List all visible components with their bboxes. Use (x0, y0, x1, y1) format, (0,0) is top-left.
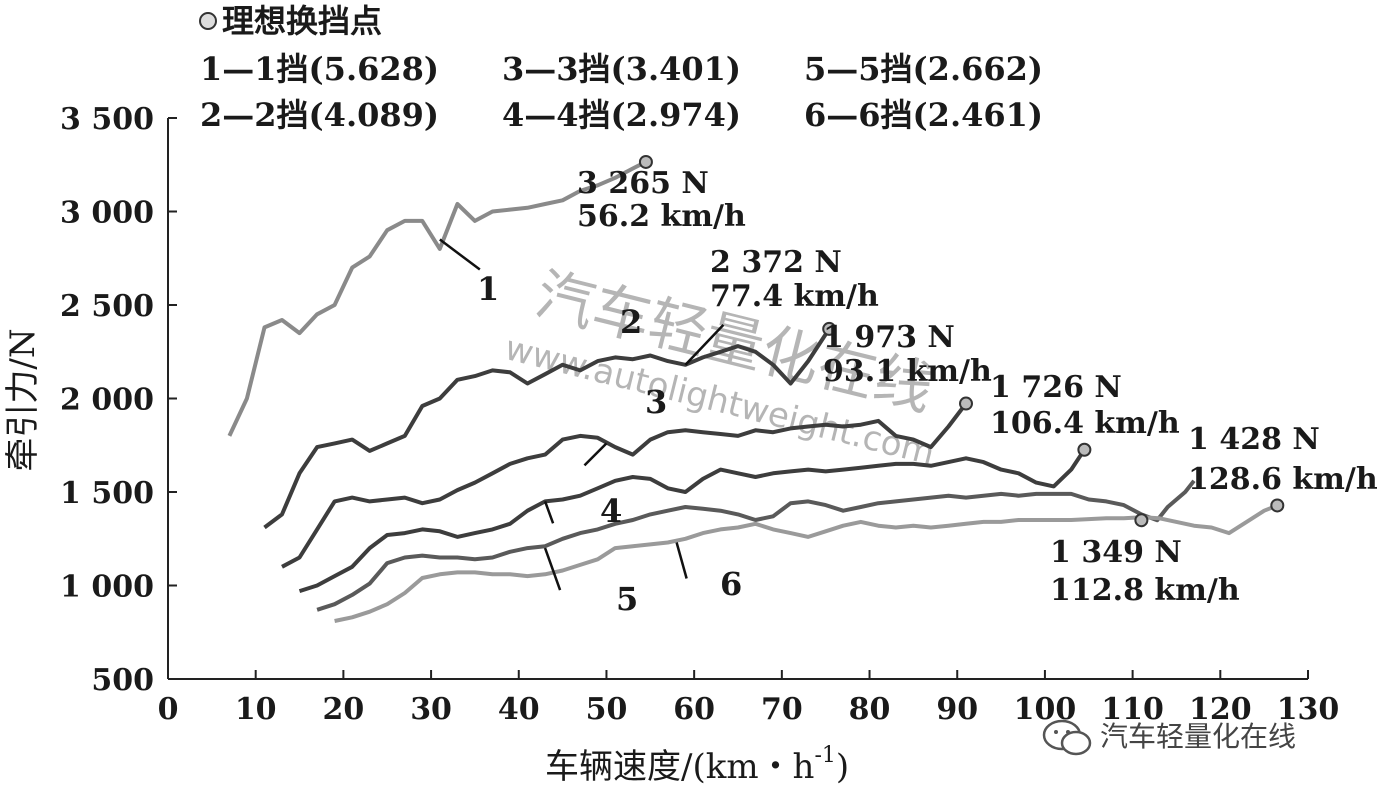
x-axis-title: 车辆速度/(km・h-1) (545, 743, 849, 787)
shift-point-speed: 106.4 km/h (990, 406, 1180, 441)
x-tick-label: 130 (1277, 692, 1340, 727)
shift-point-marker (959, 396, 973, 411)
curve-label-leader (684, 323, 725, 366)
legend-entry-6: 6—6挡(2.461) (804, 96, 1043, 134)
shift-point-marker (822, 321, 837, 336)
x-tick-label: 50 (586, 692, 628, 727)
shift-point-force: 1 726 N (990, 370, 1122, 405)
curve-label-leader (439, 238, 481, 271)
x-tick-label: 10 (235, 692, 277, 727)
shift-point-annotations: 3 265 N56.2 km/h 2 372 N77.4 km/h 1 973 N9… (577, 166, 1378, 608)
curve-label-leader (543, 500, 555, 524)
legend-entry-2: 2—2挡(4.089) (200, 96, 439, 134)
y-tick-label: 3 500 (60, 102, 154, 137)
x-tick-label: 30 (410, 692, 452, 727)
y-tick-label: 1 000 (60, 570, 154, 605)
curve-label-2: 2 (620, 303, 642, 341)
corner-watermark: 汽车轻量化在线 (1042, 719, 1296, 756)
legend-entry-5: 5—5挡(2.662) (804, 50, 1043, 88)
series-line-gear-2 (263, 327, 831, 530)
shift-point-force: 1 428 N (1188, 422, 1320, 457)
x-tick-label: 60 (673, 692, 715, 727)
x-tick-label: 40 (498, 692, 540, 727)
shift-point-force: 3 265 N (577, 166, 709, 201)
shift-point-speed: 56.2 km/h (577, 199, 746, 234)
shift-point-force: 2 372 N (710, 245, 842, 280)
y-tick-label: 500 (91, 663, 154, 698)
x-axis-title-close: ) (836, 747, 849, 787)
shift-point-speed: 93.1 km/h (823, 354, 992, 389)
curve-label-leaders: 1 2 3 4 5 6 (439, 238, 742, 618)
series-lines (227, 160, 1279, 623)
y-tick-label: 1 500 (60, 476, 154, 511)
shift-point-speed: 128.6 km/h (1188, 462, 1378, 497)
y-ticks: 500 1 000 1 500 2 000 2 500 3 000 3 500 (60, 102, 177, 698)
shift-point-marker (1270, 498, 1285, 513)
x-tick-label: 80 (849, 692, 891, 727)
legend-entry-4: 4—4挡(2.974) (502, 96, 741, 134)
series-line-gear-5 (316, 479, 1196, 612)
curve-label-1: 1 (477, 270, 499, 308)
series-line-gear-3 (281, 402, 968, 569)
x-tick-label: 90 (936, 692, 978, 727)
shift-point-marker (638, 154, 653, 169)
legend: 理想换挡点 1—1挡(5.628) 3—3挡(3.401) 5—5挡(2.662… (199, 2, 1043, 134)
curve-label-leader (675, 542, 688, 579)
legend-marker-label: 理想换挡点 (222, 2, 382, 40)
curve-label-4: 4 (600, 492, 622, 530)
x-axis-title-main: 车辆速度/(km・h (545, 747, 814, 787)
y-tick-label: 2 500 (60, 289, 154, 324)
series-line-gear-4 (298, 448, 1087, 594)
shift-point-speed: 77.4 km/h (710, 279, 879, 314)
wechat-icon (1042, 719, 1092, 756)
x-tick-label: 120 (1189, 692, 1252, 727)
shift-point-force: 1 973 N (823, 320, 955, 355)
shift-point-legend-marker (199, 12, 217, 30)
shift-point-speed: 112.8 km/h (1050, 573, 1240, 608)
x-tick-label: 110 (1101, 692, 1164, 727)
shift-point-marker (1134, 513, 1149, 528)
x-tick-label: 0 (158, 692, 179, 727)
x-tick-label: 20 (323, 692, 365, 727)
x-axis-title-sup: -1 (814, 743, 835, 768)
shift-point-marker (1077, 442, 1092, 457)
curve-label-leader (543, 547, 562, 591)
shift-point-markers (638, 154, 1285, 528)
legend-entry-1: 1—1挡(5.628) (200, 50, 439, 88)
x-ticks: 0 10 20 30 40 50 60 70 80 90 100 110 120 130 (158, 670, 1340, 727)
x-tick-label: 70 (761, 692, 803, 727)
legend-entry-3: 3—3挡(3.401) (502, 50, 741, 88)
series-line-gear-1 (227, 160, 647, 437)
y-tick-label: 2 000 (60, 383, 154, 418)
curve-label-3: 3 (645, 383, 667, 421)
curve-label-5: 5 (616, 580, 638, 618)
y-axis-title: 牵引力/N (3, 328, 43, 471)
curve-label-6: 6 (720, 565, 742, 603)
x-tick-label: 100 (1014, 692, 1077, 727)
shift-point-force: 1 349 N (1050, 535, 1182, 570)
y-tick-label: 3 000 (60, 196, 154, 231)
series-line-gear-6 (334, 503, 1279, 623)
corner-watermark-text: 汽车轻量化在线 (1100, 720, 1296, 753)
curve-label-leader (583, 442, 608, 467)
